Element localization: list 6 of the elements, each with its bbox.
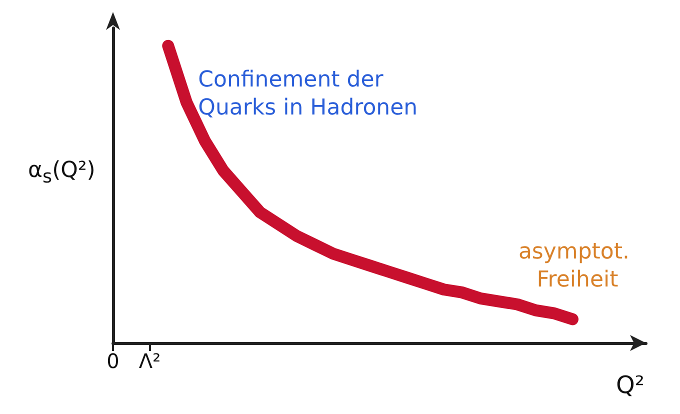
- x-axis-title: Q²: [616, 371, 645, 399]
- annotation: Confinement der Quarks in Hadronen: [198, 67, 418, 120]
- x-tick-label: Λ²: [138, 349, 161, 373]
- x-tick-label: 0: [106, 349, 120, 373]
- y-axis-title: α$_{s}$(Q²): [28, 158, 96, 188]
- annotation: asymptot. Freiheit: [518, 240, 637, 293]
